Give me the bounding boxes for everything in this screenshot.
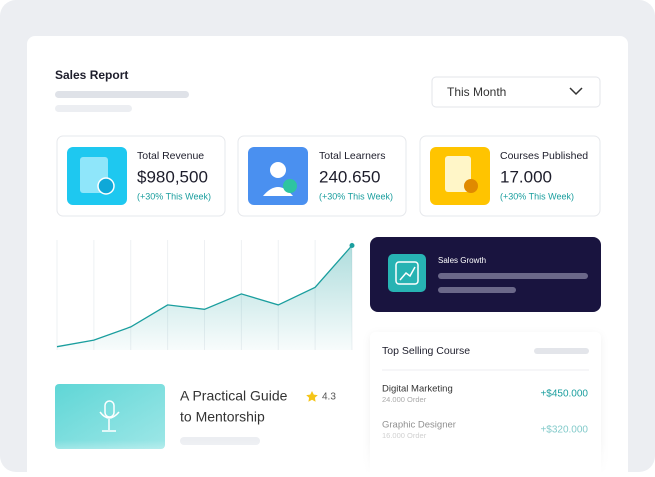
dropdown-label[interactable]: This Month [447,85,506,99]
dropdown[interactable] [431,76,601,108]
top-selling-title: Top Selling Course [382,345,470,357]
stat-title: Total Revenue [137,150,204,162]
end-dot [349,243,355,248]
icon [445,156,471,192]
growth-title: Sales Growth [438,256,486,265]
icon [283,179,297,193]
stat-value: 240.650 [319,167,380,186]
icon [464,179,478,193]
area [57,245,352,350]
placeholder [55,105,132,112]
rating: 4.3 [322,392,336,403]
course-orders: 24.000 Order [382,395,427,404]
stat-value: 17.000 [500,167,552,186]
stat-title: Total Learners [319,150,386,162]
course-amount: +$320.000 [540,425,588,436]
placeholder [534,348,589,354]
stat-change: (+30% This Week) [137,191,211,201]
title: Sales Report [55,68,128,82]
icon [97,177,115,195]
stat-change: (+30% This Week) [319,191,393,201]
fade [27,440,628,472]
placeholder [438,273,588,279]
course-name: Graphic Designer [382,420,456,431]
course-orders: 16.000 Order [382,431,427,440]
icon [395,261,419,285]
icon [399,266,416,281]
stat-value: $980,500 [137,167,208,186]
icon [99,411,120,432]
placeholder [438,287,516,293]
guide-title: A Practical Guide [180,388,288,404]
placeholder [55,91,189,98]
course-name: Digital Marketing [382,384,453,395]
chevron [569,87,583,96]
stat-change: (+30% This Week) [500,191,574,201]
star [306,391,318,402]
line [56,245,353,348]
course-amount: +$450.000 [540,389,588,400]
icon [104,400,115,418]
icon [270,162,286,178]
guide-title: to Mentorship [180,409,265,425]
stat-title: Courses Published [500,150,588,162]
